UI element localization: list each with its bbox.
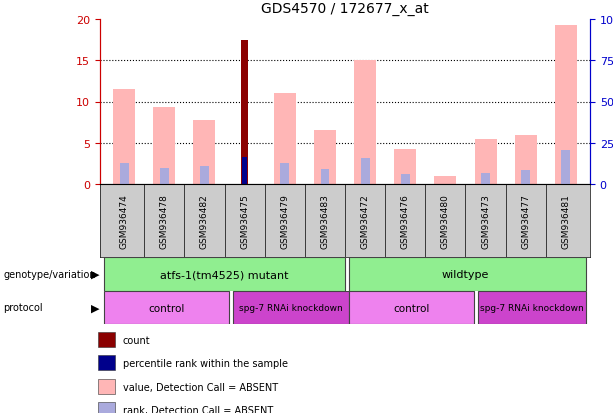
Text: GSM936473: GSM936473: [481, 194, 490, 248]
Text: percentile rank within the sample: percentile rank within the sample: [123, 358, 287, 368]
Text: GSM936479: GSM936479: [280, 194, 289, 248]
Bar: [555, 26, 577, 185]
Bar: [104, 291, 229, 324]
Bar: [160, 168, 169, 185]
Text: atfs-1(tm4525) mutant: atfs-1(tm4525) mutant: [160, 269, 289, 279]
Text: GSM936478: GSM936478: [160, 194, 169, 248]
Text: ▶: ▶: [91, 303, 99, 313]
Text: GSM936480: GSM936480: [441, 194, 450, 248]
Text: GSM936483: GSM936483: [321, 194, 329, 248]
Bar: [474, 139, 497, 185]
Text: protocol: protocol: [3, 303, 43, 313]
Text: spg-7 RNAi knockdown: spg-7 RNAi knockdown: [480, 303, 584, 312]
Bar: [521, 171, 530, 185]
Bar: [481, 174, 490, 185]
Bar: [314, 131, 336, 185]
Bar: [98, 332, 115, 347]
Bar: [242, 157, 247, 185]
Title: GDS4570 / 172677_x_at: GDS4570 / 172677_x_at: [261, 2, 429, 16]
Bar: [274, 94, 296, 185]
Text: value, Detection Call = ABSENT: value, Detection Call = ABSENT: [123, 382, 278, 392]
Bar: [104, 257, 345, 291]
Text: rank, Detection Call = ABSENT: rank, Detection Call = ABSENT: [123, 406, 273, 413]
Text: GSM936481: GSM936481: [562, 194, 571, 248]
Text: genotype/variation: genotype/variation: [3, 269, 96, 279]
Bar: [232, 291, 349, 324]
Text: spg-7 RNAi knockdown: spg-7 RNAi knockdown: [239, 303, 343, 312]
Bar: [401, 175, 409, 185]
Bar: [394, 149, 416, 185]
Bar: [280, 163, 289, 185]
Bar: [120, 164, 129, 185]
Bar: [98, 402, 115, 413]
Bar: [515, 135, 537, 185]
Text: GSM936472: GSM936472: [360, 194, 370, 248]
Bar: [321, 170, 329, 185]
Bar: [153, 108, 175, 185]
Bar: [349, 257, 586, 291]
Bar: [562, 151, 570, 185]
Bar: [349, 291, 473, 324]
Bar: [435, 176, 457, 185]
Bar: [98, 355, 115, 370]
Text: control: control: [148, 303, 185, 313]
Bar: [354, 61, 376, 185]
Text: GSM936475: GSM936475: [240, 194, 249, 248]
Text: wildtype: wildtype: [442, 269, 489, 279]
Text: control: control: [393, 303, 430, 313]
Bar: [200, 166, 209, 185]
Bar: [241, 40, 248, 185]
Bar: [193, 120, 216, 185]
Bar: [98, 379, 115, 394]
Text: ▶: ▶: [91, 269, 99, 279]
Text: count: count: [123, 335, 150, 345]
Text: GSM936477: GSM936477: [521, 194, 530, 248]
Text: GSM936474: GSM936474: [120, 194, 129, 248]
Text: GSM936476: GSM936476: [401, 194, 409, 248]
Bar: [478, 291, 586, 324]
Bar: [360, 159, 370, 185]
Text: GSM936482: GSM936482: [200, 194, 209, 248]
Bar: [113, 90, 135, 185]
